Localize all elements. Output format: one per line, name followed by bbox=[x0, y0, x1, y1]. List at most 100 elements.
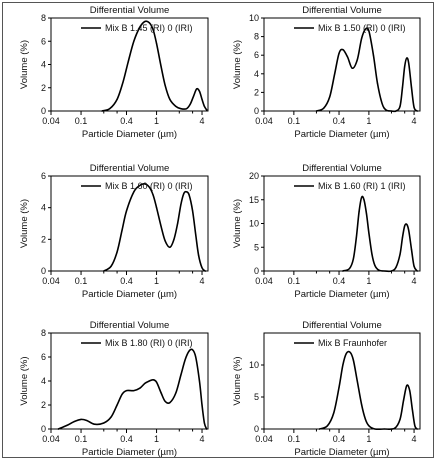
data-point bbox=[73, 421, 75, 423]
data-point bbox=[201, 267, 203, 269]
panel-title: Differential Volume bbox=[302, 163, 382, 174]
y-axis-label: Volume (%) bbox=[19, 199, 30, 248]
data-point bbox=[169, 98, 171, 100]
data-point bbox=[125, 210, 128, 212]
data-point bbox=[80, 418, 82, 420]
data-point bbox=[184, 358, 186, 360]
data-point bbox=[399, 253, 401, 255]
data-point bbox=[122, 81, 124, 83]
data-point bbox=[381, 102, 383, 105]
data-point bbox=[201, 404, 203, 406]
data-point bbox=[186, 191, 188, 193]
data-point bbox=[206, 428, 208, 430]
data-point bbox=[66, 424, 68, 426]
data-point bbox=[203, 422, 205, 424]
x-tick-label: 1 bbox=[366, 434, 371, 444]
data-point bbox=[204, 270, 206, 272]
x-tick-label: 0.1 bbox=[288, 434, 301, 444]
data-point bbox=[144, 20, 146, 23]
data-point bbox=[410, 249, 413, 251]
data-point bbox=[395, 266, 397, 268]
data-point bbox=[148, 22, 150, 24]
x-tick-label: 1 bbox=[154, 434, 159, 444]
x-tick-label: 1 bbox=[366, 276, 371, 286]
data-point bbox=[338, 386, 340, 388]
data-point bbox=[101, 110, 103, 112]
data-point bbox=[198, 90, 201, 92]
series-line-1 bbox=[318, 350, 418, 431]
data-point bbox=[127, 61, 129, 63]
x-tick-label: 4 bbox=[200, 116, 205, 126]
x-tick-label: 0.04 bbox=[42, 276, 60, 286]
data-point bbox=[125, 390, 128, 392]
data-point bbox=[155, 42, 158, 45]
data-point bbox=[385, 109, 387, 111]
x-tick-label: 4 bbox=[412, 276, 417, 286]
x-tick-label: 4 bbox=[200, 276, 205, 286]
data-point bbox=[195, 356, 197, 358]
y-tick-label: 4 bbox=[41, 203, 46, 213]
panel-title: Differential Volume bbox=[90, 163, 170, 174]
y-tick-label: 0 bbox=[41, 424, 46, 434]
data-point bbox=[144, 183, 146, 185]
panel-title: Differential Volume bbox=[302, 5, 382, 16]
data-point bbox=[372, 54, 375, 56]
data-point bbox=[363, 199, 365, 201]
data-point bbox=[378, 269, 380, 271]
plot-area-frame bbox=[263, 17, 421, 112]
y-tick-label: 6 bbox=[41, 36, 46, 46]
data-point bbox=[155, 207, 158, 209]
data-point bbox=[198, 380, 201, 382]
data-point bbox=[352, 258, 354, 260]
y-tick-label: 5 bbox=[254, 242, 259, 252]
data-point bbox=[175, 105, 177, 107]
y-tick-label: 10 bbox=[249, 219, 259, 229]
y-tick-label: 4 bbox=[254, 69, 259, 79]
data-point bbox=[191, 210, 194, 212]
data-point bbox=[404, 65, 406, 67]
data-point bbox=[148, 186, 150, 188]
x-tick-label: 0.1 bbox=[75, 434, 88, 444]
data-point bbox=[416, 428, 418, 430]
data-point bbox=[144, 382, 146, 384]
data-point bbox=[103, 270, 105, 272]
x-axis-label: Particle Diameter (µm) bbox=[82, 289, 177, 300]
data-point bbox=[399, 105, 401, 107]
data-point bbox=[188, 350, 190, 352]
data-point bbox=[173, 238, 175, 240]
data-point bbox=[409, 390, 411, 392]
data-point bbox=[116, 98, 118, 100]
data-point bbox=[361, 196, 363, 198]
y-tick-label: 8 bbox=[41, 13, 46, 23]
data-point bbox=[164, 84, 166, 87]
chart-panel-2: Differential Volume 0 2 4 6 8 10 0.04 0.1 0.4 1 4 Pa… bbox=[232, 5, 421, 140]
plot-area-frame bbox=[263, 332, 421, 430]
data-point bbox=[133, 191, 135, 193]
y-tick-label: 0 bbox=[41, 266, 46, 276]
data-point bbox=[175, 392, 177, 394]
data-point bbox=[169, 246, 171, 248]
data-point bbox=[203, 105, 205, 107]
data-point bbox=[390, 270, 393, 272]
data-point bbox=[408, 230, 410, 232]
y-tick-label: 0 bbox=[254, 106, 259, 116]
data-point bbox=[408, 62, 410, 65]
x-tick-label: 0.1 bbox=[75, 116, 88, 126]
data-point bbox=[333, 412, 335, 414]
legend-label: Mix B 1.50 (RI) 0 (IRI) bbox=[318, 23, 406, 33]
data-point bbox=[201, 98, 203, 100]
x-tick-label: 0.4 bbox=[333, 116, 346, 126]
data-point bbox=[351, 67, 353, 69]
data-point bbox=[191, 349, 194, 351]
data-point bbox=[356, 380, 358, 382]
data-point bbox=[416, 110, 418, 112]
x-tick-label: 0.1 bbox=[75, 276, 88, 286]
x-tick-label: 4 bbox=[412, 116, 417, 126]
data-point bbox=[390, 110, 393, 112]
data-point bbox=[349, 351, 351, 353]
data-point bbox=[109, 108, 111, 110]
y-tick-label: 8 bbox=[254, 32, 259, 42]
x-tick-label: 0.04 bbox=[42, 116, 60, 126]
x-tick-label: 0.04 bbox=[255, 276, 273, 286]
data-point bbox=[323, 107, 325, 109]
